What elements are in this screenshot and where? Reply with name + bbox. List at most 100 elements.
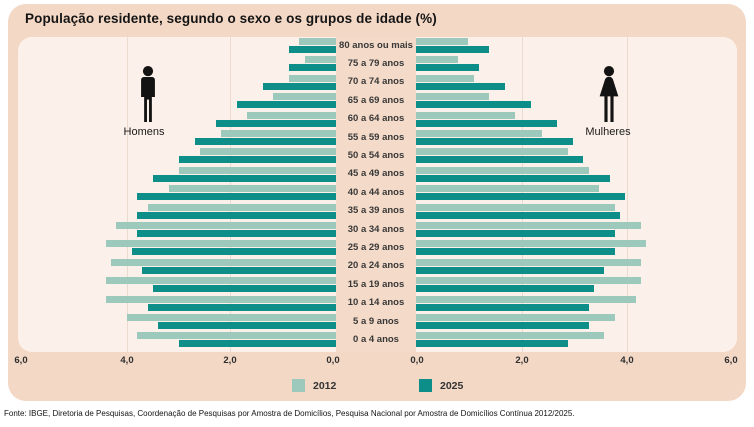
age-group-label: 75 a 79 anos xyxy=(347,57,405,69)
pyramid-bar-mulheres-2012 xyxy=(416,38,469,45)
pyramid-bar-homens-2012 xyxy=(105,295,336,303)
pyramid-bar-homens-2025 xyxy=(158,322,336,329)
legend-swatch-2012 xyxy=(292,379,305,392)
pyramid-bar-homens-2012 xyxy=(110,258,336,266)
age-group-label: 80 anos ou mais xyxy=(339,39,413,51)
pyramid-bar-mulheres-2012 xyxy=(416,314,615,321)
pyramid-bar-mulheres-2025 xyxy=(416,46,490,53)
pyramid-bar-homens-2012 xyxy=(288,74,336,82)
pyramid-bar-homens-2012 xyxy=(247,111,336,119)
age-group-label: 55 a 59 anos xyxy=(347,131,405,143)
pyramid-bar-homens-2025 xyxy=(142,266,336,274)
age-group-label: 65 a 69 anos xyxy=(347,94,405,106)
pyramid-bar-homens-2012 xyxy=(116,222,336,229)
homens-label: Homens xyxy=(123,126,165,138)
pyramid-bar-mulheres-2012 xyxy=(416,258,642,266)
chart-panel: População residente, segundo o sexo e os… xyxy=(8,4,746,401)
pyramid-bar-mulheres-2012 xyxy=(416,130,542,137)
x-axis-tick: 6,0 xyxy=(724,355,738,366)
age-labels-strip xyxy=(336,37,416,352)
pyramid-bar-homens-2012 xyxy=(199,148,336,156)
pyramid-bar-mulheres-2012 xyxy=(416,277,642,285)
pyramid-bar-mulheres-2012 xyxy=(416,203,615,211)
pyramid-bar-homens-2012 xyxy=(168,185,336,193)
pyramid-bar-homens-2025 xyxy=(137,211,336,219)
age-group-label: 50 a 54 anos xyxy=(347,149,405,161)
pyramid-bar-mulheres-2012 xyxy=(416,111,516,119)
source-note: Fonte: IBGE, Diretoria de Pesquisas, Coo… xyxy=(4,409,575,418)
plot-area: Homens Mulheres 80 anos ou mais 75 a 79 a… xyxy=(18,37,737,352)
gridline-right-4 xyxy=(627,37,628,352)
age-group-label: 30 a 34 anos xyxy=(347,223,405,235)
pyramid-bar-homens-2012 xyxy=(299,38,336,45)
pyramid-bar-mulheres-2025 xyxy=(416,230,615,237)
age-group-label: 20 a 24 anos xyxy=(347,260,405,272)
pyramid-bar-mulheres-2025 xyxy=(416,101,532,109)
pyramid-bar-mulheres-2025 xyxy=(416,193,626,201)
pyramid-bar-mulheres-2025 xyxy=(416,303,589,311)
age-group-label: 10 a 14 anos xyxy=(347,297,405,309)
pyramid-bar-homens-2012 xyxy=(304,56,336,64)
pyramid-bar-homens-2025 xyxy=(179,156,336,164)
pyramid-bar-homens-2025 xyxy=(236,101,336,109)
pyramid-bar-homens-2012 xyxy=(126,314,336,321)
pyramid-bar-mulheres-2012 xyxy=(416,74,474,82)
legend-item-2025: 2025 xyxy=(419,379,463,392)
pyramid-bar-mulheres-2025 xyxy=(416,119,558,127)
age-group-label: 0 a 4 anos xyxy=(353,333,399,345)
age-group-label: 45 a 49 anos xyxy=(347,168,405,180)
pyramid-bar-homens-2012 xyxy=(105,277,336,285)
pyramid-bar-homens-2025 xyxy=(137,230,336,237)
pyramid-bar-homens-2025 xyxy=(262,82,336,90)
pyramid-bar-homens-2012 xyxy=(147,203,336,211)
pyramid-bar-homens-2025 xyxy=(288,46,336,53)
pyramid-bar-mulheres-2025 xyxy=(416,174,610,182)
x-axis-tick: 2,0 xyxy=(515,355,529,366)
pyramid-bar-mulheres-2012 xyxy=(416,185,600,193)
age-group-label: 60 a 64 anos xyxy=(347,113,405,125)
pyramid-bar-homens-2025 xyxy=(215,119,336,127)
pyramid-bar-homens-2025 xyxy=(152,285,336,293)
x-axis-tick: 4,0 xyxy=(120,355,134,366)
age-group-label: 35 a 39 anos xyxy=(347,205,405,217)
age-group-label: 25 a 29 anos xyxy=(347,241,405,253)
pyramid-bar-homens-2012 xyxy=(137,332,336,340)
pyramid-bar-mulheres-2012 xyxy=(416,56,458,64)
mulheres-label: Mulheres xyxy=(585,126,631,138)
woman-icon xyxy=(596,66,622,123)
pyramid-bar-mulheres-2012 xyxy=(416,148,568,156)
pyramid-bar-homens-2025 xyxy=(147,303,336,311)
pyramid-bar-homens-2012 xyxy=(105,240,336,248)
pyramid-bar-mulheres-2025 xyxy=(416,248,615,256)
x-axis-tick: 0,0 xyxy=(326,355,340,366)
legend-label-2012: 2012 xyxy=(313,379,337,392)
x-axis-tick: 4,0 xyxy=(620,355,634,366)
pyramid-bar-mulheres-2012 xyxy=(416,295,636,303)
pyramid-bar-mulheres-2025 xyxy=(416,211,621,219)
pyramid-bar-homens-2012 xyxy=(220,130,336,137)
pyramid-bar-homens-2012 xyxy=(273,93,336,101)
pyramid-bar-homens-2025 xyxy=(137,193,336,201)
pyramid-bar-mulheres-2025 xyxy=(416,82,505,90)
pyramid-bar-homens-2012 xyxy=(179,166,336,174)
x-axis-tick: 2,0 xyxy=(223,355,237,366)
pyramid-bar-mulheres-2012 xyxy=(416,93,490,101)
age-group-label: 40 a 44 anos xyxy=(347,186,405,198)
age-group-label: 70 a 74 anos xyxy=(347,76,405,88)
pyramid-bar-mulheres-2025 xyxy=(416,156,584,164)
pyramid-bar-mulheres-2025 xyxy=(416,138,573,145)
x-axis-tick: 6,0 xyxy=(14,355,28,366)
pyramid-bar-homens-2025 xyxy=(131,248,336,256)
pyramid-bar-homens-2025 xyxy=(194,138,336,145)
pyramid-bar-mulheres-2025 xyxy=(416,322,589,329)
pyramid-bar-homens-2025 xyxy=(288,64,336,72)
pyramid-bar-homens-2025 xyxy=(152,174,336,182)
age-group-label: 15 a 19 anos xyxy=(347,278,405,290)
pyramid-bar-mulheres-2025 xyxy=(416,266,605,274)
age-group-label: 5 a 9 anos xyxy=(353,315,399,327)
pyramid-bar-mulheres-2025 xyxy=(416,285,594,293)
pyramid-bar-mulheres-2012 xyxy=(416,222,642,229)
man-icon xyxy=(135,66,161,123)
x-axis-tick: 0,0 xyxy=(410,355,424,366)
chart-title: População residente, segundo o sexo e os… xyxy=(25,11,437,26)
